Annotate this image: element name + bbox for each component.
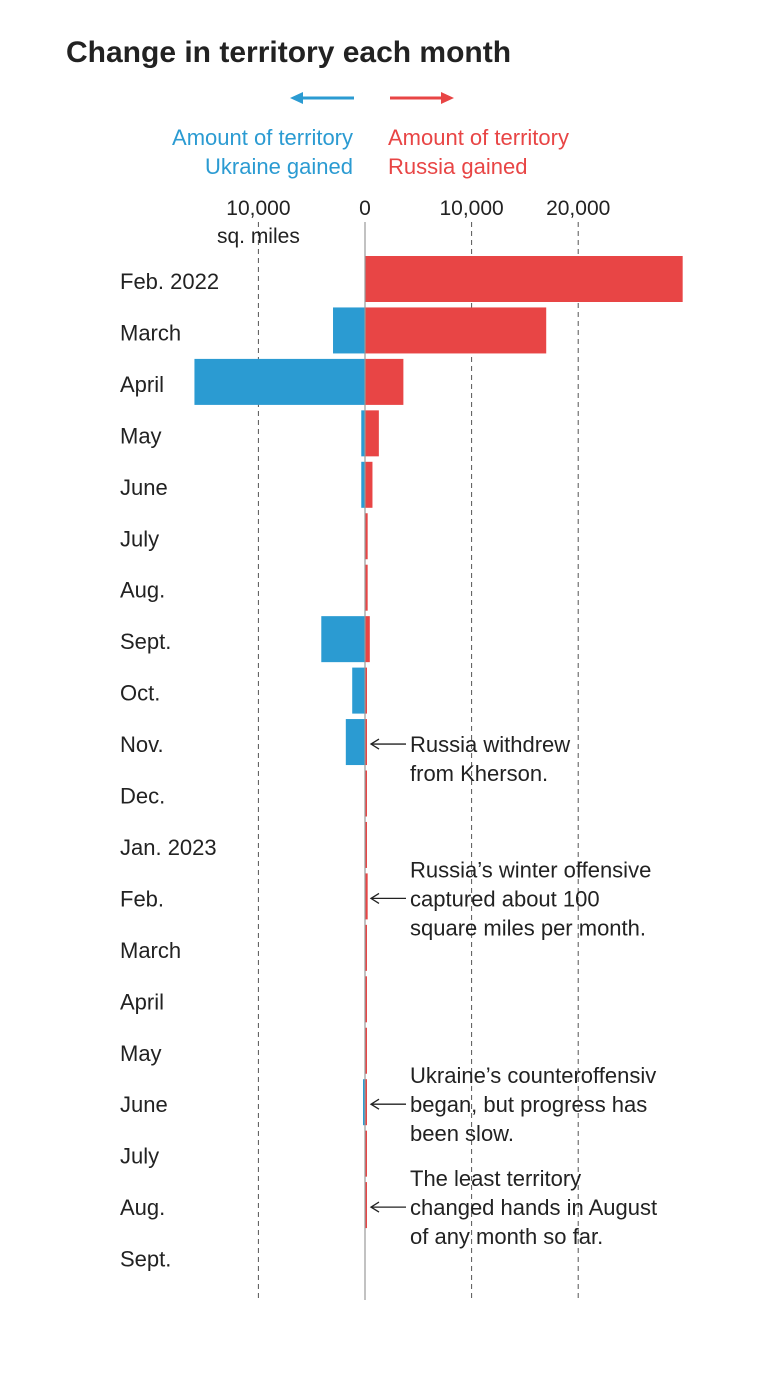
bar-russia — [365, 667, 367, 714]
category-label: April — [120, 372, 164, 397]
bar-ukraine — [345, 719, 365, 766]
category-label: Jan. 2023 — [120, 835, 217, 860]
legend-ukraine-line1: Amount of territory — [172, 125, 353, 150]
tick-label: 10,000 — [439, 197, 503, 220]
bar-russia — [365, 616, 370, 663]
bar-russia — [365, 564, 368, 611]
category-label: Feb. 2022 — [120, 269, 219, 294]
annotation-text: began, but progress has — [410, 1092, 647, 1117]
annotation-text: Russia withdrew — [410, 732, 570, 757]
annotation-text: from Kherson. — [410, 761, 548, 786]
category-label: Dec. — [120, 784, 165, 809]
category-label: Aug. — [120, 1195, 165, 1220]
category-label: April — [120, 989, 164, 1014]
bar-ukraine — [361, 410, 365, 457]
bar-russia — [365, 1027, 367, 1074]
bar-russia — [365, 1182, 367, 1229]
bar-russia — [365, 410, 379, 457]
axis-unit-label: sq. miles — [217, 225, 300, 248]
category-label: Oct. — [120, 681, 160, 706]
bar-ukraine — [333, 307, 365, 354]
legend-russia: Amount of territory Russia gained — [388, 123, 569, 181]
bar-ukraine — [194, 358, 365, 405]
tick-label: 0 — [359, 197, 371, 220]
bar-russia — [365, 513, 368, 560]
bar-russia — [365, 924, 367, 971]
annotation-text: changed hands in August — [410, 1195, 657, 1220]
bar-russia — [365, 976, 367, 1023]
legend-ukraine: Amount of territory Ukraine gained — [172, 123, 353, 181]
legend-russia-arrowhead-icon — [441, 92, 454, 104]
category-label: June — [120, 1092, 168, 1117]
category-label: July — [120, 526, 159, 551]
bar-russia — [365, 770, 367, 817]
annotation-text: The least territory — [410, 1166, 581, 1191]
bar-russia — [365, 821, 367, 868]
category-label: Sept. — [120, 629, 171, 654]
bar-russia — [365, 256, 683, 302]
category-label: May — [120, 423, 162, 448]
bar-russia — [365, 1079, 367, 1126]
annotation-text: captured about 100 — [410, 886, 600, 911]
legend-ukraine-line2: Ukraine gained — [205, 154, 353, 179]
tick-label: 20,000 — [546, 197, 610, 220]
bar-russia — [365, 1130, 367, 1177]
category-label: May — [120, 1041, 162, 1066]
annotation-arrowhead — [369, 738, 380, 750]
annotation-arrowhead — [369, 1098, 380, 1110]
category-label: Aug. — [120, 578, 165, 603]
bar-ukraine — [361, 461, 365, 508]
annotation-text: Ukraine’s counteroffensiv — [410, 1063, 656, 1088]
category-label: Feb. — [120, 886, 164, 911]
chart-title: Change in territory each month — [66, 36, 512, 69]
annotation-text: Russia’s winter offensive — [410, 857, 651, 882]
bar-russia — [365, 461, 373, 508]
annotation-text: been slow. — [410, 1121, 514, 1146]
bar-ukraine — [321, 616, 365, 663]
bar-russia — [365, 719, 367, 766]
category-label: June — [120, 475, 168, 500]
legend-ukraine-arrowhead-icon — [290, 92, 303, 104]
legend-russia-line1: Amount of territory — [388, 125, 569, 150]
bar-russia — [365, 307, 547, 354]
category-label: March — [120, 320, 181, 345]
category-label: March — [120, 938, 181, 963]
tick-label: 10,000 — [226, 197, 290, 220]
category-label: Nov. — [120, 732, 164, 757]
bar-russia — [365, 358, 404, 405]
bar-ukraine — [352, 667, 365, 714]
bar-ukraine — [363, 1079, 365, 1126]
legend-russia-line2: Russia gained — [388, 154, 528, 179]
bar-russia — [365, 873, 368, 920]
annotation-text: square miles per month. — [410, 915, 646, 940]
annotation-arrowhead — [369, 1201, 380, 1213]
category-label: Sept. — [120, 1247, 171, 1272]
annotation-arrowhead — [369, 892, 380, 904]
annotation-text: of any month so far. — [410, 1224, 603, 1249]
category-label: July — [120, 1144, 159, 1169]
